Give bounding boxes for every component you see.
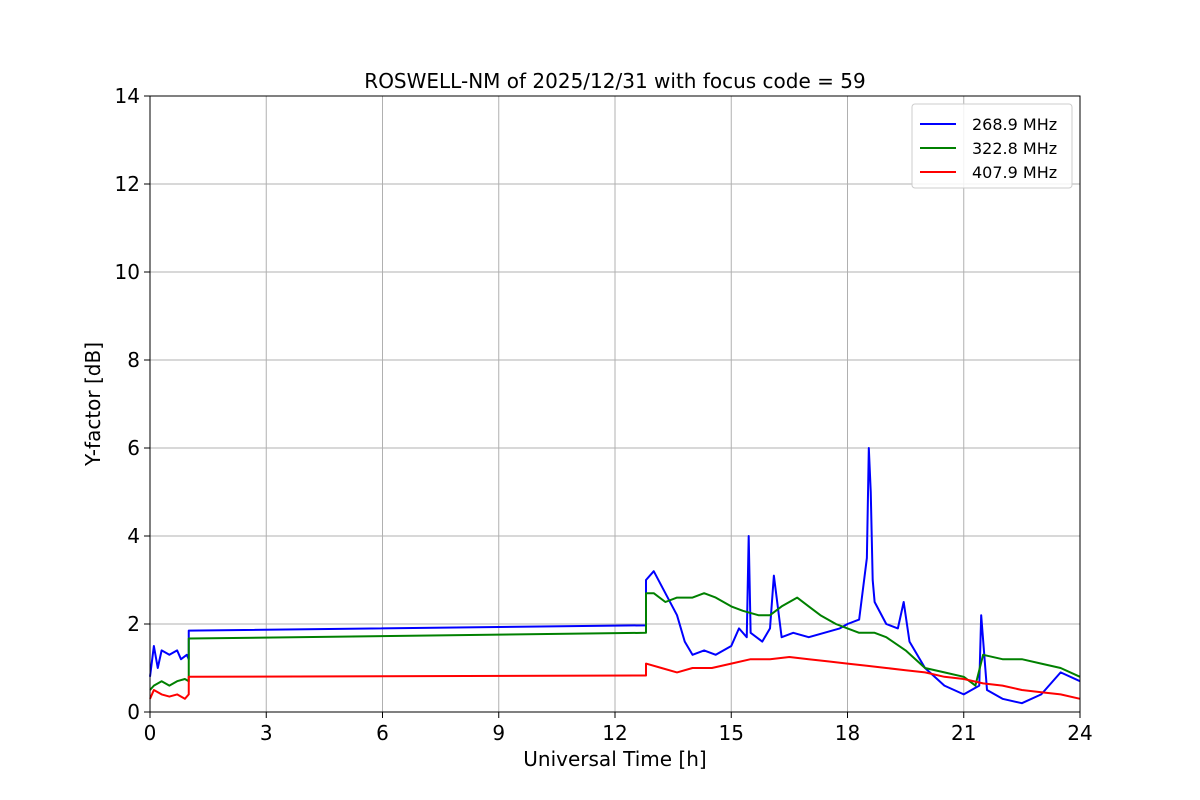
y-tick-label: 12 bbox=[115, 172, 140, 196]
y-tick-label: 8 bbox=[127, 348, 140, 372]
x-tick-label: 21 bbox=[951, 721, 976, 745]
y-axis-label: Y-factor [dB] bbox=[81, 342, 105, 467]
x-tick-label: 3 bbox=[260, 721, 273, 745]
x-tick-label: 24 bbox=[1067, 721, 1092, 745]
legend-label: 407.9 MHz bbox=[972, 163, 1057, 182]
y-tick-label: 4 bbox=[127, 524, 140, 548]
legend: 268.9 MHz 322.8 MHz 407.9 MHz bbox=[911, 103, 1073, 189]
x-tick-label: 12 bbox=[602, 721, 627, 745]
series-line-407-9-mhz bbox=[149, 656, 1081, 700]
x-tick-label: 15 bbox=[719, 721, 744, 745]
x-tick-label: 6 bbox=[376, 721, 389, 745]
y-tick-label: 2 bbox=[127, 612, 140, 636]
x-tick-label: 9 bbox=[492, 721, 505, 745]
legend-label: 268.9 MHz bbox=[972, 115, 1057, 134]
chart-title: ROSWELL-NM of 2025/12/31 with focus code… bbox=[364, 69, 865, 93]
x-tick-label: 18 bbox=[835, 721, 860, 745]
series-line-268-9-mhz bbox=[149, 447, 1081, 705]
x-axis-label: Universal Time [h] bbox=[523, 747, 706, 771]
y-tick-label: 0 bbox=[127, 700, 140, 724]
series-layer bbox=[149, 447, 1081, 705]
y-tick-label: 6 bbox=[127, 436, 140, 460]
y-tick-label: 14 bbox=[115, 84, 140, 108]
x-tick-label: 0 bbox=[144, 721, 157, 745]
legend-label: 322.8 MHz bbox=[972, 139, 1057, 158]
y-tick-label: 10 bbox=[115, 260, 140, 284]
